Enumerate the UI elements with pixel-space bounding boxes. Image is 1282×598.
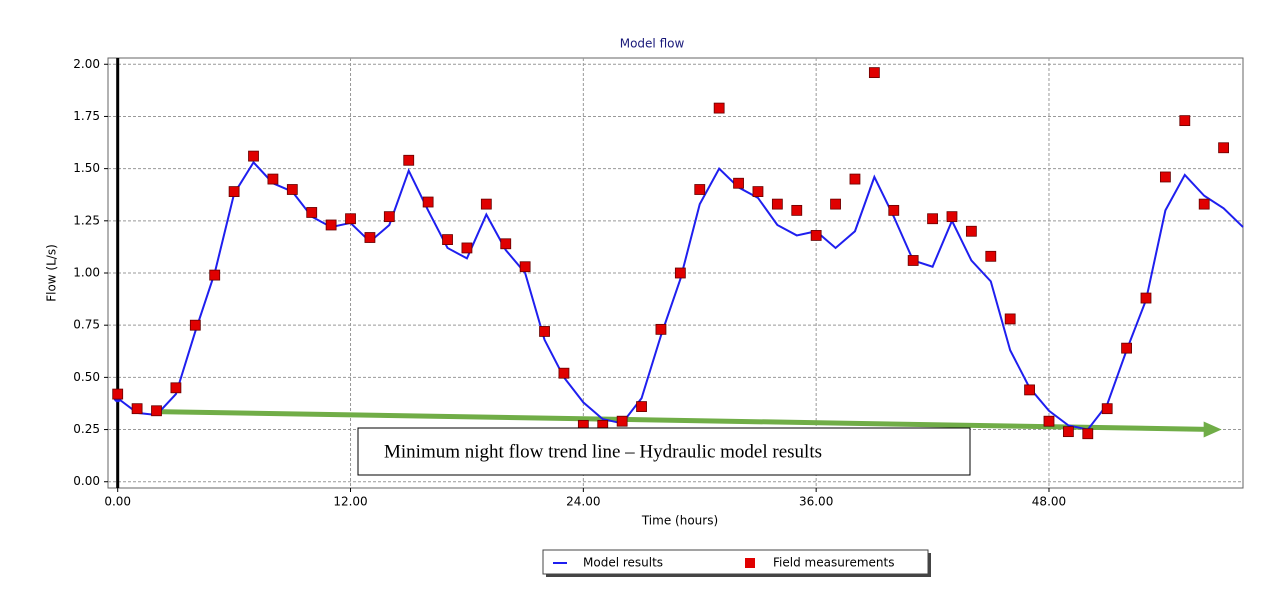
field-point	[112, 388, 124, 400]
field-point	[1179, 115, 1191, 127]
field-point	[1043, 415, 1055, 427]
field-point	[500, 238, 512, 250]
x-tick-label: 36.00	[799, 495, 833, 509]
field-point	[655, 323, 667, 335]
field-point	[1101, 403, 1113, 415]
y-tick-label: 1.25	[73, 213, 100, 227]
field-point	[151, 405, 162, 417]
x-tick-label: 24.00	[566, 495, 600, 509]
field-point	[694, 184, 706, 195]
field-point	[927, 213, 938, 225]
field-point	[1121, 342, 1132, 354]
field-point	[1218, 142, 1229, 154]
annotation: Minimum night flow trend line – Hydrauli…	[384, 441, 822, 462]
field-point	[558, 367, 570, 379]
field-point	[907, 255, 919, 266]
field-point	[383, 211, 395, 223]
field-point	[1159, 171, 1171, 183]
y-tick-label: 1.00	[73, 266, 100, 280]
legend-box	[542, 549, 929, 575]
field-point	[1082, 428, 1094, 440]
field-point	[189, 319, 201, 331]
field-point	[771, 198, 783, 210]
field-point	[616, 415, 628, 427]
field-point	[733, 177, 744, 189]
field-point	[519, 261, 531, 273]
field-point	[965, 225, 977, 237]
y-tick-label: 0.50	[73, 370, 100, 384]
y-tick-label: 1.50	[73, 161, 100, 175]
model-line	[117, 160, 1244, 431]
field-point	[868, 67, 880, 79]
field-point	[345, 213, 356, 225]
field-point	[461, 242, 473, 254]
field-point	[1004, 313, 1016, 325]
y-tick-label: 0.25	[73, 422, 100, 436]
field-point	[228, 186, 240, 197]
legend-label: Field measurements	[773, 556, 894, 570]
field-point	[1062, 426, 1074, 438]
y-tick-label: 2.00	[73, 57, 100, 71]
field-point	[170, 382, 182, 394]
field-point	[306, 207, 318, 218]
field-point	[131, 403, 143, 415]
trend-line	[156, 409, 1208, 432]
field-point	[442, 234, 453, 246]
x-axis-label: Time (hours)	[641, 514, 718, 528]
field-point	[267, 173, 279, 185]
y-tick-label: 0.00	[73, 474, 100, 488]
field-point	[209, 269, 221, 281]
field-point	[1198, 198, 1210, 210]
field-point	[1140, 292, 1152, 304]
field-point	[364, 232, 376, 243]
y-tick-label: 1.75	[73, 109, 100, 123]
field-point	[636, 401, 647, 412]
annotation-box	[357, 427, 971, 476]
field-point	[985, 250, 997, 262]
field-point	[946, 211, 958, 223]
field-point	[713, 102, 725, 114]
field-point	[849, 173, 861, 185]
x-tick-label: 48.00	[1032, 495, 1066, 509]
y-axis-label: Flow (L/s)	[45, 244, 59, 302]
field-point	[539, 326, 550, 337]
field-point	[286, 184, 298, 195]
legend-swatch	[745, 558, 755, 568]
field-point	[674, 267, 686, 279]
x-tick-label: 12.00	[333, 495, 367, 509]
field-point	[830, 198, 841, 210]
chart-title: Model flow	[620, 37, 685, 51]
field-point	[480, 198, 492, 210]
field-point	[752, 186, 764, 197]
field-point	[1024, 384, 1035, 396]
field-point	[325, 219, 337, 231]
field-point	[810, 230, 822, 241]
field-point	[888, 204, 900, 216]
field-point	[248, 150, 259, 162]
field-point	[403, 154, 415, 166]
legend-label: Model results	[583, 556, 663, 570]
y-tick-label: 0.75	[73, 318, 100, 332]
field-point	[422, 196, 434, 208]
trend-arrowhead	[1203, 421, 1222, 438]
x-tick-label: 0.00	[104, 495, 131, 509]
field-point	[791, 204, 803, 216]
